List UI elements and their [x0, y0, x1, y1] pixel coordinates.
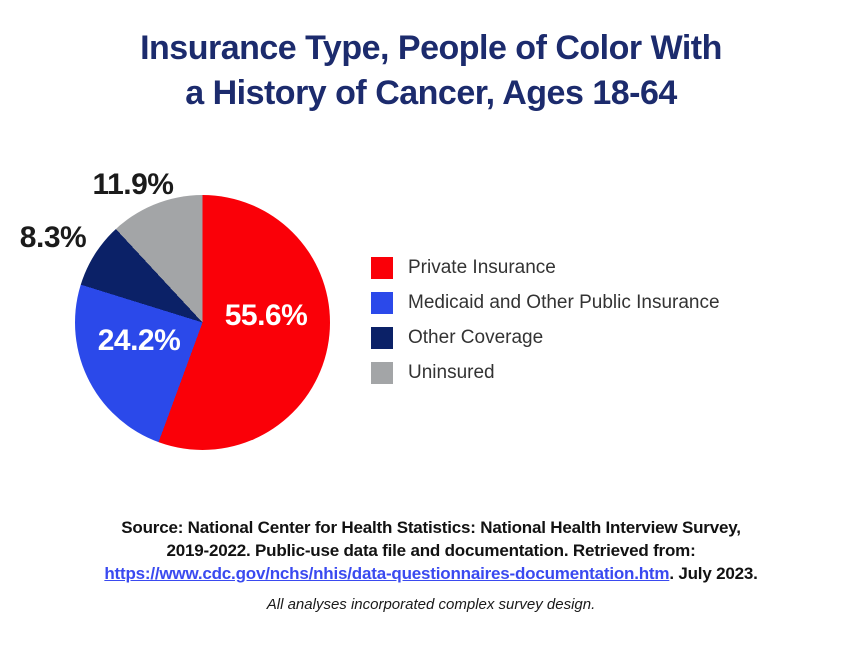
source-line3: https://www.cdc.gov/nchs/nhis/data-quest… — [0, 562, 862, 585]
legend-label: Uninsured — [408, 362, 495, 383]
source-line2: 2019-2022. Public-use data file and docu… — [166, 541, 696, 560]
legend-label: Medicaid and Other Public Insurance — [408, 292, 720, 313]
legend-item: Private Insurance — [371, 257, 720, 279]
legend-swatch — [371, 362, 393, 384]
pie-slice-label: 24.2% — [97, 324, 181, 357]
source-link[interactable]: https://www.cdc.gov/nchs/nhis/data-quest… — [104, 564, 670, 583]
source-line1: Source: National Center for Health Stati… — [121, 518, 741, 537]
legend-item: Other Coverage — [371, 327, 720, 349]
page-title-line1: Insurance Type, People of Color With — [140, 29, 722, 67]
pie-slice-label: 8.3% — [19, 221, 87, 254]
legend: Private Insurance Medicaid and Other Pub… — [371, 257, 720, 397]
page-title-line2: a History of Cancer, Ages 18-64 — [185, 74, 677, 112]
pie-slice-label: 11.9% — [92, 168, 174, 201]
legend-label: Other Coverage — [408, 327, 544, 348]
legend-swatch — [371, 327, 393, 349]
pie-slice-label: 55.6% — [224, 299, 308, 332]
legend-item: Medicaid and Other Public Insurance — [371, 292, 720, 314]
footnote: All analyses incorporated complex survey… — [266, 596, 596, 613]
legend-swatch — [371, 257, 393, 279]
legend-item: Uninsured — [371, 362, 720, 384]
page-title: Insurance Type, People of Color With a H… — [0, 26, 862, 116]
source-text: Source: National Center for Health Stati… — [0, 516, 862, 585]
source-line3-suffix: . July 2023. — [669, 564, 758, 583]
legend-label: Private Insurance — [408, 257, 556, 278]
legend-swatch — [371, 292, 393, 314]
pie-chart — [75, 195, 330, 450]
